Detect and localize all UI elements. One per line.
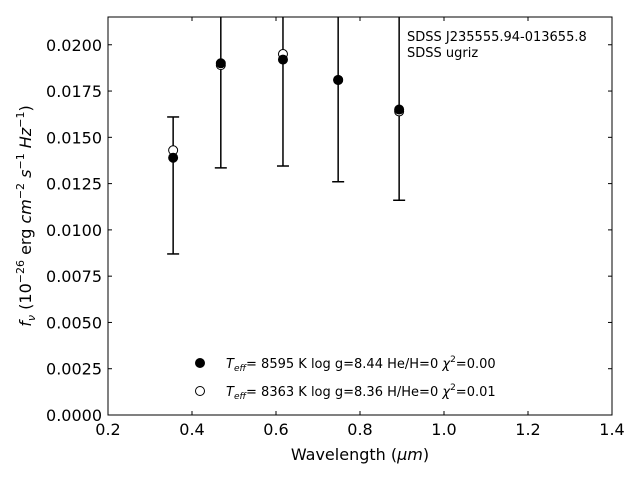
data-point-filled: [168, 152, 179, 163]
y-tick-label: 0.0050: [46, 313, 102, 332]
legend: Teff= 8595 K log g=8.44 He/H=0 χ2=0.00 T…: [195, 355, 496, 402]
x-tick-label: 1.0: [431, 420, 456, 439]
y-tick-label: 0.0100: [46, 221, 102, 240]
legend-label-open: Teff= 8363 K log g=8.36 H/He=0 χ2=0.01: [226, 383, 496, 402]
y-tick-label: 0.0175: [46, 82, 102, 101]
y-tick-label: 0.0200: [46, 36, 102, 55]
x-tick-label: 0.4: [179, 420, 204, 439]
y-tick-label: 0.0125: [46, 175, 102, 194]
data-point-filled: [394, 104, 405, 115]
x-tick-label: 1.4: [599, 420, 624, 439]
plot-frame: [107, 16, 613, 416]
legend-label-filled: Teff= 8595 K log g=8.44 He/H=0 χ2=0.00: [226, 355, 496, 374]
legend-entry-filled: Teff= 8595 K log g=8.44 He/H=0 χ2=0.00: [195, 355, 496, 374]
y-axis-label: fν (10−26 erg cm−2 s−1 Hz−1): [14, 105, 38, 326]
data-point-filled: [333, 74, 344, 85]
legend-entry-open: Teff= 8363 K log g=8.36 H/He=0 χ2=0.01: [195, 383, 496, 402]
y-tick-label: 0.0150: [46, 128, 102, 147]
x-axis-ticks: 0.2 0.4 0.6 0.8 1.0 1.2 1.4: [95, 17, 625, 439]
x-tick-label: 0.6: [263, 420, 288, 439]
y-tick-label: 0.0000: [46, 406, 102, 425]
error-bars: [167, 17, 406, 255]
annotation-object-name: SDSS J235555.94-013655.8: [407, 30, 587, 45]
data-markers: [168, 49, 405, 163]
data-point-filled: [277, 54, 288, 65]
y-tick-label: 0.0025: [46, 360, 102, 379]
annotation-photometry: SDSS ugriz: [407, 46, 478, 61]
x-axis-label: Wavelength (μm): [291, 445, 429, 464]
y-axis-ticks: 0.0000 0.0025 0.0050 0.0075 0.0100 0.0125 0.01…: [46, 36, 612, 425]
x-tick-label: 1.2: [515, 420, 540, 439]
y-tick-label: 0.0075: [46, 267, 102, 286]
x-tick-label: 0.2: [95, 420, 120, 439]
data-point-filled: [215, 58, 226, 69]
legend-marker-open: [195, 386, 205, 396]
x-tick-label: 0.8: [347, 420, 372, 439]
legend-marker-filled: [195, 358, 205, 368]
